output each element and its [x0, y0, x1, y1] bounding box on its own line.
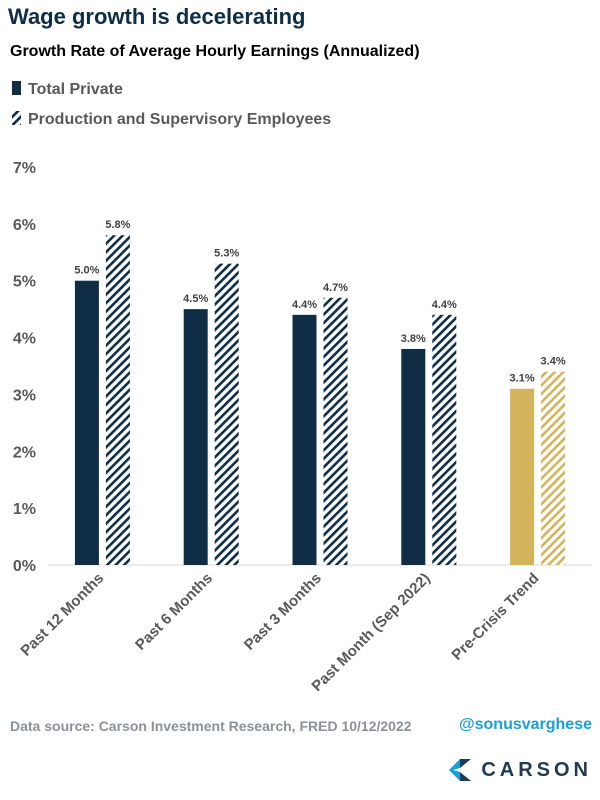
y-tick-label: 1% — [13, 501, 36, 518]
legend: Total Private Production and Supervisory… — [12, 81, 331, 128]
y-axis: 0% 1% 2% 3% 4% 5% 6% 7% — [13, 160, 36, 575]
x-tick-label: Past 12 Months — [17, 570, 107, 660]
y-tick-label: 4% — [13, 331, 36, 348]
carson-logo: CARSON — [449, 757, 592, 783]
data-label: 3.4% — [541, 356, 566, 368]
data-label: 4.4% — [432, 299, 457, 311]
bar-total-private — [183, 309, 208, 565]
twitter-handle-link[interactable]: @sonusvarghese — [459, 716, 592, 733]
chart-subtitle: Growth Rate of Average Hourly Earnings (… — [10, 43, 420, 60]
bar-total-private — [401, 348, 426, 565]
legend-swatch-total-private — [12, 81, 21, 95]
chart-title: Wage growth is decelerating — [8, 4, 305, 29]
y-tick-label: 5% — [13, 274, 36, 291]
bars: 5.0% 5.8% 4.5% 5.3% 4.4% 4.7% 3.8% 4.4% 3.1% 3.4% — [74, 219, 566, 565]
x-tick-label: Pre-Crisis Trend — [448, 570, 542, 664]
carson-wordmark: CARSON — [481, 758, 592, 781]
data-label: 4.7% — [323, 282, 348, 294]
data-source-note: Data source: Carson Investment Research,… — [10, 718, 412, 734]
legend-label-production: Production and Supervisory Employees — [28, 111, 331, 128]
data-label: 5.8% — [105, 219, 130, 231]
y-tick-label: 3% — [13, 387, 36, 404]
bar-production-supervisory — [323, 297, 348, 565]
bar-production-supervisory — [214, 263, 239, 565]
data-label: 5.3% — [214, 248, 239, 260]
data-label: 5.0% — [74, 265, 99, 277]
x-tick-label: Past Month (Sep 2022) — [308, 570, 433, 695]
y-tick-label: 6% — [13, 217, 36, 234]
y-tick-label: 0% — [13, 558, 36, 575]
bar-production-supervisory — [105, 235, 130, 565]
x-axis: Past 12 Months Past 6 Months Past 3 Months… — [17, 570, 542, 695]
bar-total-private — [74, 280, 99, 565]
data-label: 3.8% — [401, 333, 426, 345]
legend-label-total-private: Total Private — [28, 81, 123, 98]
bar-total-private — [510, 388, 535, 565]
x-tick-label: Past 6 Months — [132, 570, 216, 654]
carson-logo-icon — [449, 759, 472, 781]
data-label: 4.5% — [183, 293, 208, 305]
legend-swatch-production — [12, 111, 21, 125]
bar-production-supervisory — [432, 314, 457, 565]
y-tick-label: 2% — [13, 444, 36, 461]
x-tick-label: Past 3 Months — [241, 570, 325, 654]
data-label: 4.4% — [292, 299, 317, 311]
bar-chart: Wage growth is decelerating Growth Rate … — [8, 4, 592, 695]
y-tick-label: 7% — [13, 160, 36, 177]
bar-total-private — [292, 314, 317, 565]
data-label: 3.1% — [510, 373, 535, 385]
bar-production-supervisory — [541, 371, 566, 565]
